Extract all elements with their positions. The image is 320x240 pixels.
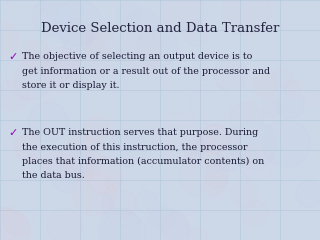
Circle shape — [117, 3, 141, 28]
Circle shape — [7, 0, 45, 20]
Circle shape — [21, 155, 39, 173]
Circle shape — [216, 146, 241, 171]
Circle shape — [86, 31, 103, 48]
Circle shape — [0, 80, 28, 111]
Circle shape — [3, 204, 34, 235]
Circle shape — [41, 151, 70, 180]
Circle shape — [273, 68, 293, 88]
Circle shape — [229, 122, 276, 169]
Circle shape — [180, 150, 228, 199]
Circle shape — [144, 208, 189, 240]
Text: ✓: ✓ — [8, 52, 17, 62]
Circle shape — [117, 25, 164, 72]
Circle shape — [137, 27, 178, 67]
Circle shape — [150, 206, 175, 230]
Circle shape — [85, 156, 123, 194]
Circle shape — [54, 54, 78, 77]
Circle shape — [213, 57, 248, 91]
Circle shape — [0, 208, 21, 240]
Circle shape — [127, 8, 158, 40]
Circle shape — [5, 50, 55, 99]
Circle shape — [54, 0, 101, 46]
Circle shape — [262, 98, 282, 118]
Circle shape — [14, 57, 62, 105]
Text: store it or display it.: store it or display it. — [22, 81, 119, 90]
Circle shape — [60, 159, 84, 183]
Circle shape — [187, 227, 207, 240]
Circle shape — [110, 191, 137, 218]
Circle shape — [47, 208, 83, 240]
Text: the execution of this instruction, the processor: the execution of this instruction, the p… — [22, 143, 247, 151]
Text: get information or a result out of the processor and: get information or a result out of the p… — [22, 66, 270, 76]
Circle shape — [41, 47, 80, 87]
Circle shape — [100, 208, 140, 240]
Circle shape — [190, 61, 210, 81]
Circle shape — [135, 191, 158, 213]
Circle shape — [49, 149, 92, 192]
Circle shape — [183, 20, 209, 47]
Circle shape — [42, 0, 85, 23]
Circle shape — [221, 0, 271, 35]
Circle shape — [20, 39, 51, 70]
Circle shape — [80, 22, 115, 57]
Circle shape — [0, 21, 19, 56]
Circle shape — [84, 115, 111, 143]
Circle shape — [160, 211, 189, 240]
Circle shape — [14, 134, 44, 163]
Circle shape — [252, 73, 278, 98]
Circle shape — [0, 211, 29, 240]
Circle shape — [196, 124, 241, 168]
Text: ✓: ✓ — [8, 128, 17, 138]
Circle shape — [276, 90, 304, 118]
Circle shape — [200, 125, 228, 154]
Circle shape — [230, 102, 264, 135]
Circle shape — [69, 146, 96, 172]
Circle shape — [230, 180, 258, 208]
Circle shape — [0, 209, 30, 240]
Circle shape — [203, 171, 227, 195]
Circle shape — [205, 165, 228, 188]
Circle shape — [241, 200, 268, 227]
Text: The OUT instruction serves that purpose. During: The OUT instruction serves that purpose.… — [22, 128, 258, 137]
Text: Device Selection and Data Transfer: Device Selection and Data Transfer — [41, 22, 279, 35]
Circle shape — [60, 34, 109, 83]
Circle shape — [61, 137, 104, 180]
Text: places that information (accumulator contents) on: places that information (accumulator con… — [22, 157, 264, 166]
Circle shape — [284, 81, 301, 97]
Circle shape — [159, 0, 204, 30]
Circle shape — [304, 90, 320, 107]
Circle shape — [72, 173, 116, 216]
Circle shape — [100, 211, 145, 240]
Text: The objective of selecting an output device is to: The objective of selecting an output dev… — [22, 52, 252, 61]
Circle shape — [28, 102, 68, 142]
Circle shape — [60, 18, 93, 51]
Text: the data bus.: the data bus. — [22, 172, 85, 180]
Circle shape — [93, 193, 114, 214]
